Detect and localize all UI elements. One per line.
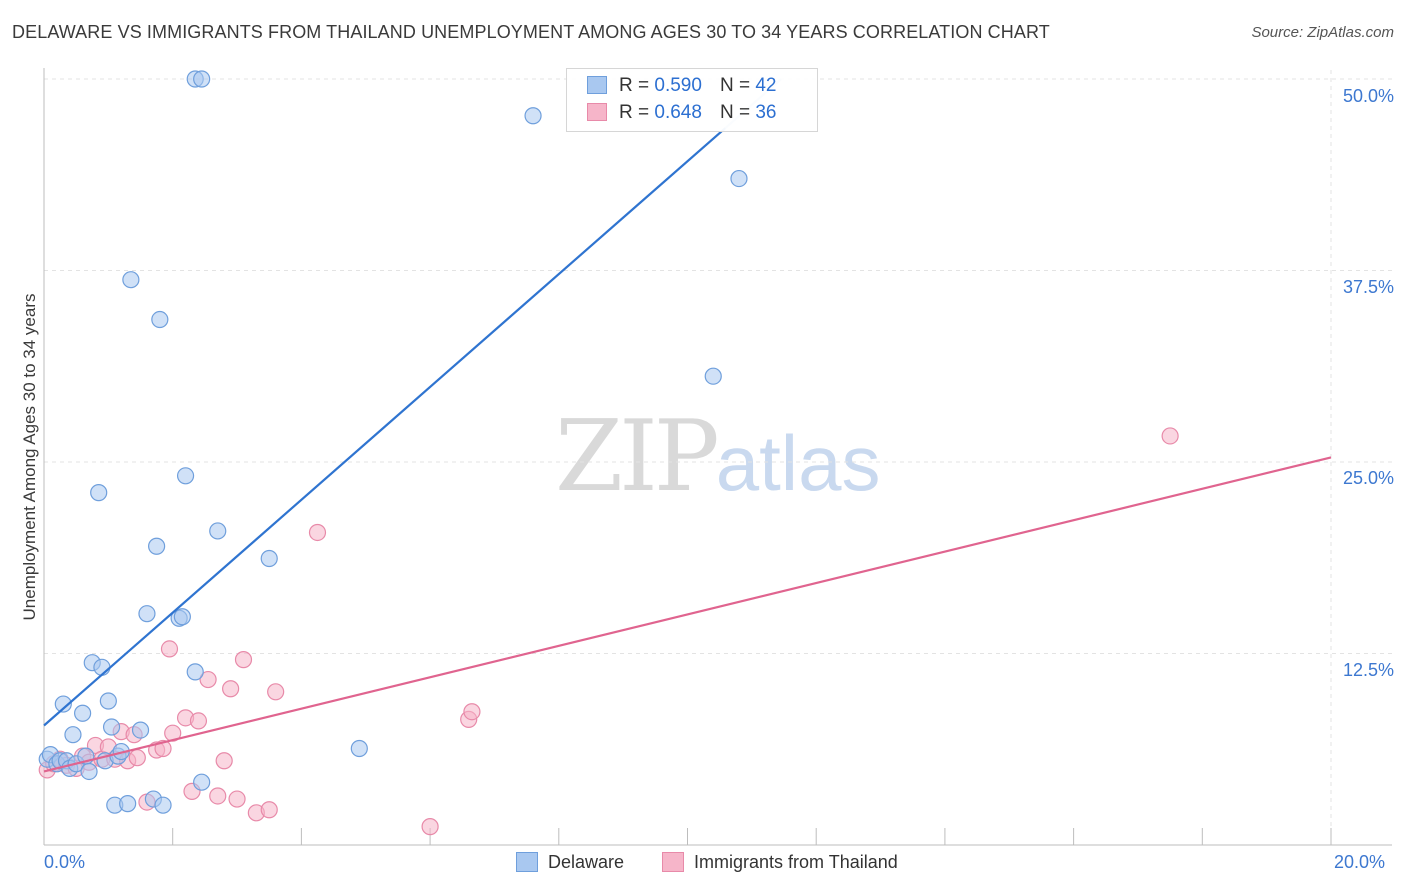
x-tick-label: 20.0%	[1334, 852, 1386, 872]
delaware-point	[704, 367, 722, 385]
y-tick-label: 37.5%	[1342, 277, 1394, 297]
thailand-point	[215, 752, 233, 770]
thailand-point	[234, 651, 253, 669]
delaware-point	[64, 726, 82, 744]
x-tick-label: 0.0%	[44, 852, 86, 872]
delaware-trend-line	[43, 127, 727, 727]
delaware-point	[173, 608, 191, 626]
delaware-point	[176, 467, 195, 485]
thailand-point	[463, 703, 481, 721]
n-label: N =	[719, 75, 751, 96]
y-tick-label: 50.0%	[1342, 86, 1394, 106]
thailand-point	[128, 749, 146, 767]
y-tick-label: 25.0%	[1342, 468, 1394, 488]
trend-lines	[43, 78, 1332, 773]
legend-item-thailand: Immigrants from Thailand	[662, 852, 898, 873]
delaware-point	[138, 605, 156, 623]
thailand-point	[222, 680, 240, 698]
delaware-point	[730, 169, 748, 188]
delaware-n-value: 42	[755, 75, 777, 96]
delaware-point	[93, 658, 111, 676]
thailand-point	[160, 640, 179, 658]
delaware-point	[119, 795, 137, 813]
delaware-legend-swatch	[516, 852, 538, 872]
thailand-legend-swatch	[662, 852, 684, 872]
delaware-point	[54, 695, 72, 713]
delaware-point	[148, 537, 166, 555]
series-thailand-points	[38, 427, 1179, 836]
thailand-point	[260, 801, 278, 819]
watermark-zip: ZIP	[555, 400, 720, 514]
axes	[43, 68, 1392, 846]
thailand-trend-line	[43, 456, 1332, 773]
chart-title: DELAWARE VS IMMIGRANTS FROM THAILAND UNE…	[12, 22, 1050, 42]
delaware-swatch	[587, 76, 607, 94]
delaware-point	[90, 484, 108, 502]
delaware-point	[131, 721, 150, 739]
legend-row-thailand: R = 0.648 N = 36	[587, 102, 776, 124]
thailand-r-value: 0.648	[654, 102, 702, 123]
n-label: N =	[719, 102, 751, 123]
delaware-point	[524, 107, 542, 125]
legend-item-delaware: Delaware	[516, 852, 624, 873]
delaware-point	[74, 704, 92, 722]
correlation-legend: R = 0.590 N = 42 R = 0.648 N = 36	[566, 68, 818, 132]
delaware-point	[99, 692, 117, 710]
delaware-point	[260, 549, 278, 568]
thailand-point	[308, 523, 327, 542]
delaware-point	[350, 739, 368, 758]
delaware-point	[102, 718, 121, 736]
delaware-point	[122, 271, 140, 289]
zipatlas-watermark: ZIPatlas	[555, 400, 881, 514]
watermark-atlas: atlas	[715, 419, 881, 507]
series-delaware-points	[38, 70, 748, 814]
y-axis-label: Unemployment Among Ages 30 to 34 years	[20, 293, 39, 621]
delaware-point	[193, 70, 211, 88]
y-tick-label: 12.5%	[1342, 660, 1394, 680]
thailand-n-value: 36	[755, 102, 777, 123]
thailand-point	[421, 818, 439, 836]
delaware-point	[154, 796, 172, 814]
r-label: R =	[619, 75, 650, 96]
thailand-point	[267, 683, 285, 701]
thailand-point	[209, 787, 227, 805]
source-credit: Source: ZipAtlas.com	[1251, 24, 1394, 41]
thailand-point	[1161, 427, 1179, 445]
thailand-point	[228, 790, 246, 808]
delaware-point	[193, 773, 211, 791]
thailand-point	[189, 712, 208, 730]
grid-lines	[44, 70, 1392, 845]
r-label: R =	[619, 102, 650, 123]
delaware-legend-label: Delaware	[548, 852, 625, 872]
thailand-point	[199, 670, 217, 689]
delaware-point	[209, 522, 227, 540]
delaware-point	[186, 663, 204, 681]
delaware-r-value: 0.590	[654, 75, 702, 96]
thailand-legend-label: Immigrants from Thailand	[694, 852, 898, 872]
delaware-point	[80, 762, 98, 781]
thailand-swatch	[587, 103, 607, 121]
delaware-point	[151, 310, 169, 329]
legend-row-delaware: R = 0.590 N = 42	[587, 75, 776, 97]
